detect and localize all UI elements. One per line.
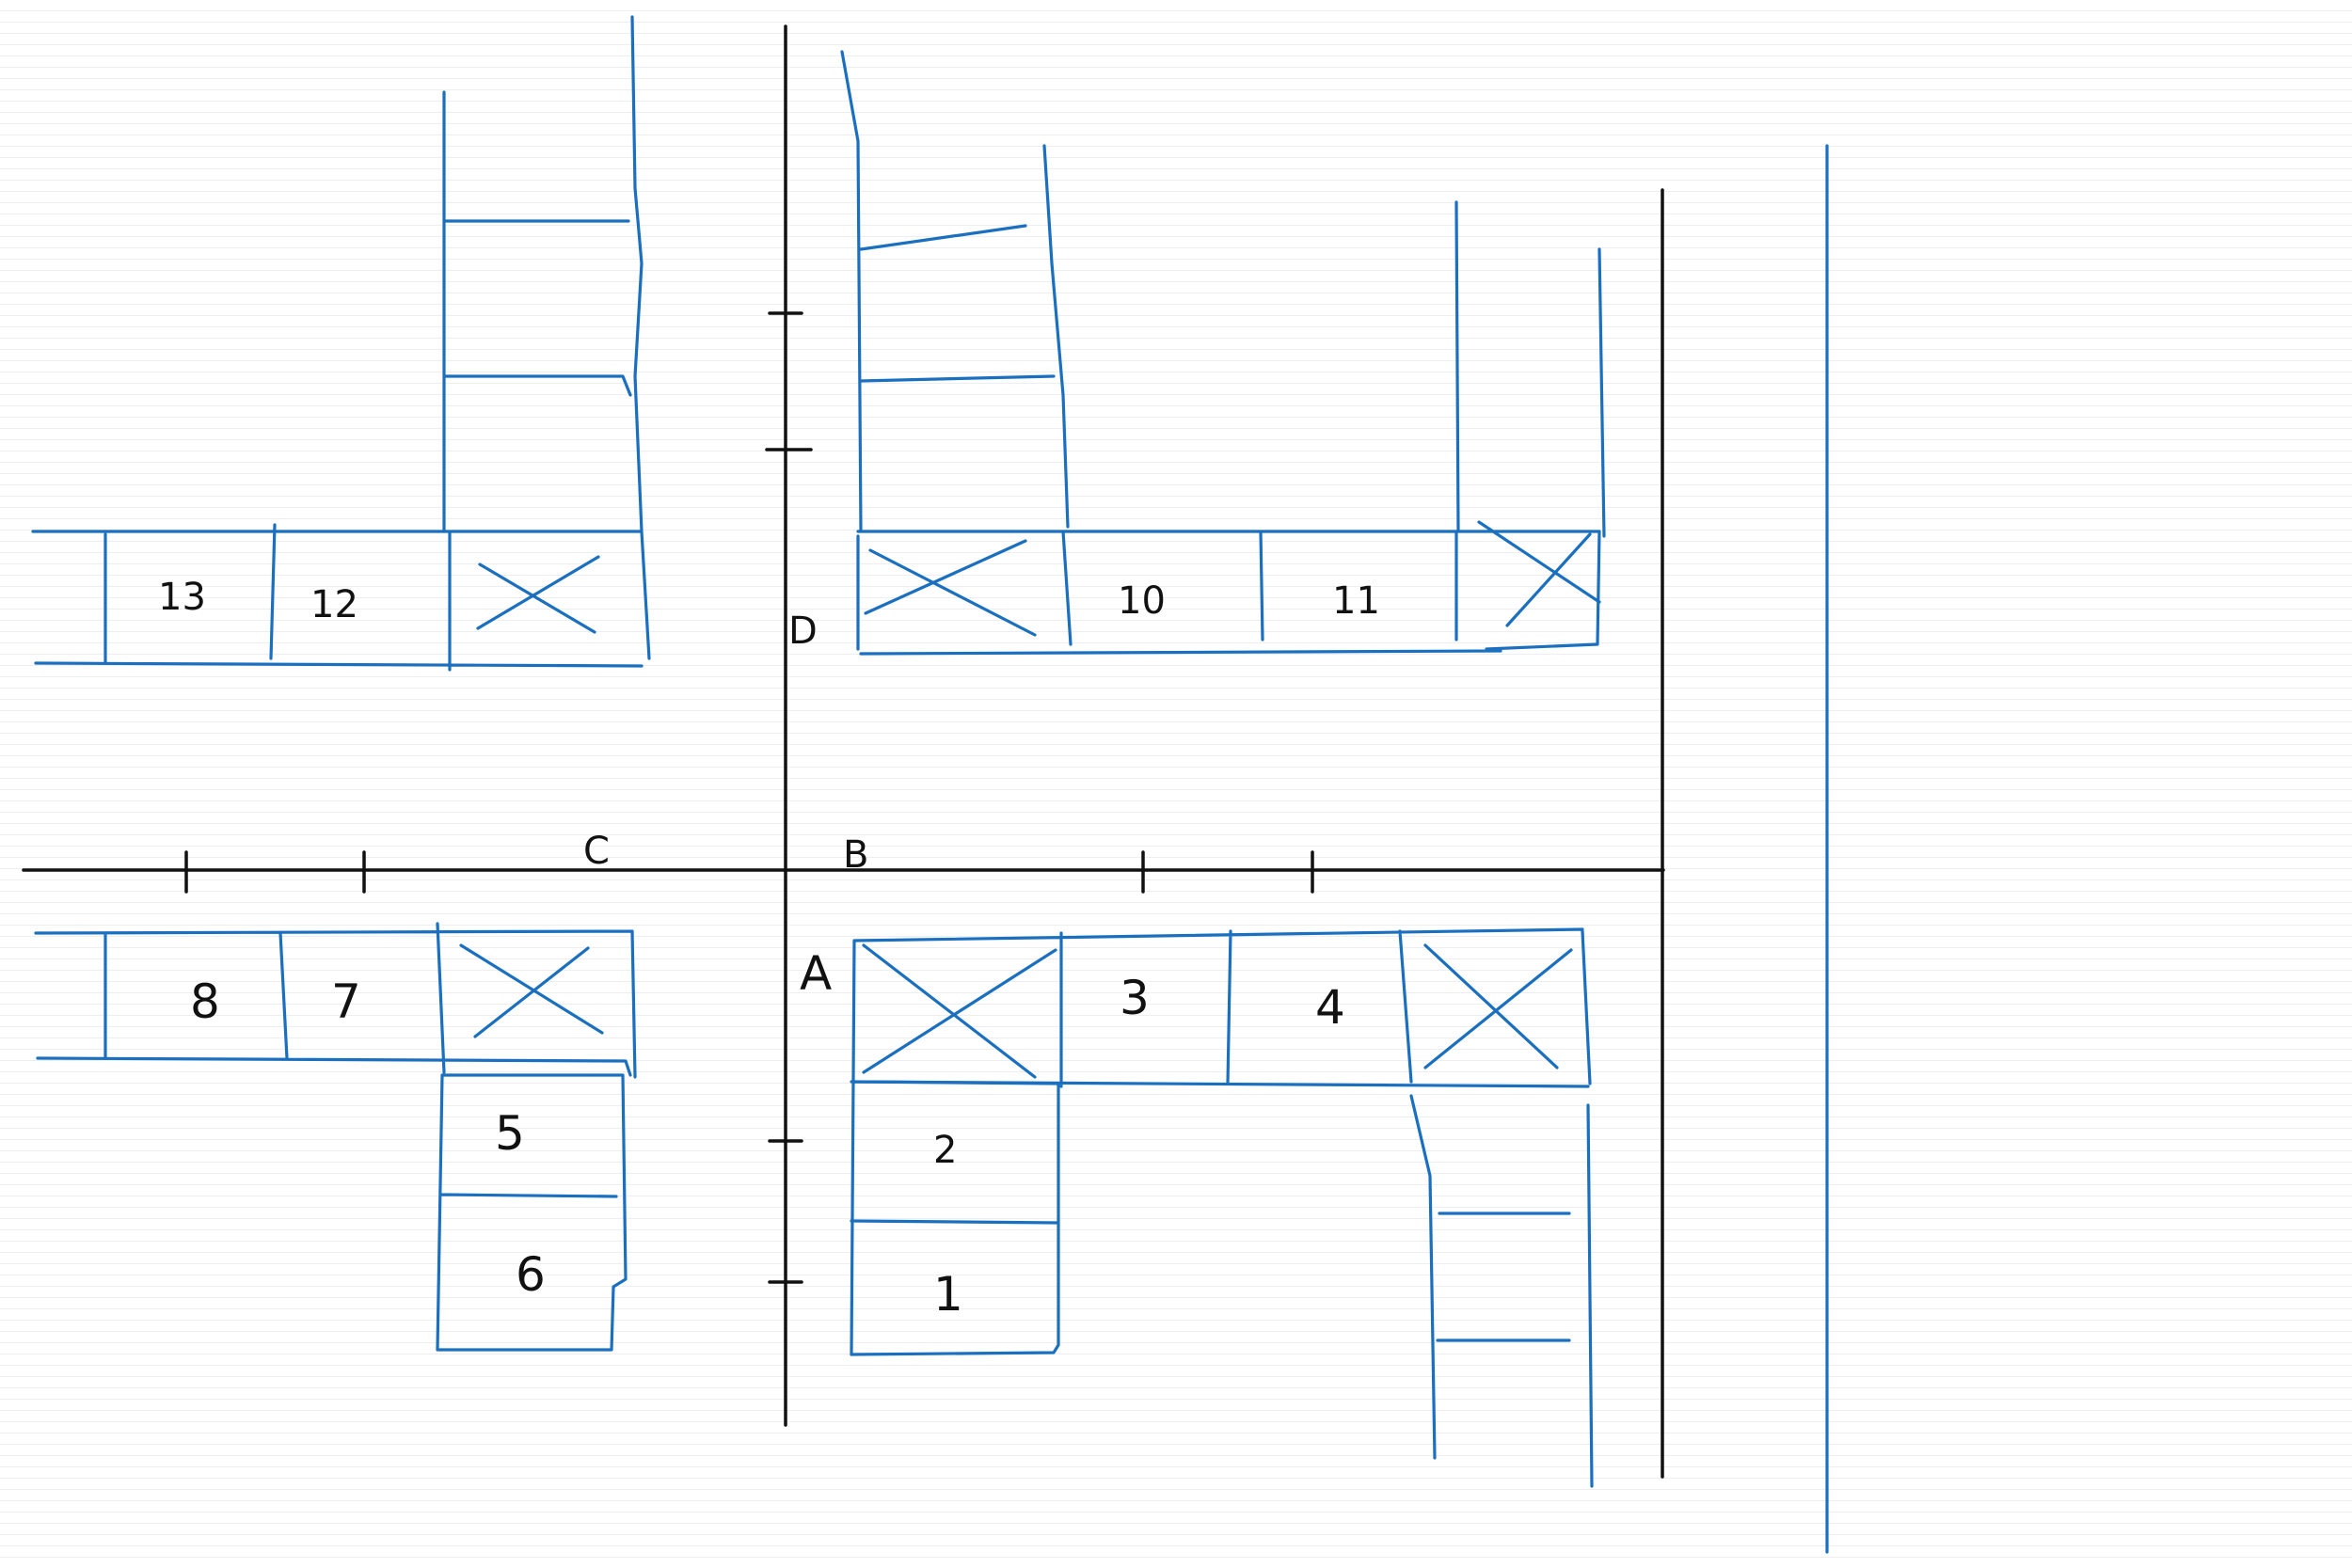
cell-2-label: 2 [933, 1129, 957, 1172]
row-a-3-4-outline [850, 927, 1592, 1356]
cell-7-label: 7 [331, 974, 361, 1029]
crossed-cell-left [459, 943, 604, 1038]
crossed-cell-top-right [1477, 520, 1601, 627]
quadrant-top-left: 13 12 [31, 15, 651, 672]
cell-12-label: 12 [310, 583, 358, 626]
cell-6-label: 6 [516, 1247, 546, 1302]
axes [22, 24, 1665, 1479]
vertical-lane-top-right-a [840, 50, 1070, 533]
cell-8-label: 8 [190, 974, 220, 1029]
row-13-12-outline [31, 523, 651, 672]
vertical-lane-top-left [442, 15, 644, 533]
column-5-6-outline [436, 1073, 628, 1352]
row-10-11-outline [856, 530, 1601, 656]
row-8-7-outline [34, 922, 637, 1079]
crossed-cell-d [864, 539, 1037, 637]
quadrant-bottom-right: 3 4 2 1 [850, 927, 1594, 1488]
axis-label-c: C [583, 830, 610, 873]
axis-label-b: B [843, 833, 868, 877]
cell-13-label: 13 [158, 576, 206, 619]
vertical-lane-right [1409, 1094, 1594, 1488]
axis-label-d: D [788, 610, 818, 653]
cell-1-label: 1 [933, 1267, 963, 1322]
vertical-lane-top-right-b [1454, 200, 1606, 538]
crossed-cell-a [862, 943, 1057, 1079]
quadrant-top-right: 10 11 [840, 50, 1606, 656]
cell-3-label: 3 [1120, 971, 1150, 1025]
cell-4-label: 4 [1315, 980, 1345, 1035]
crossed-cell-top-left [476, 555, 600, 634]
crossed-cell-right [1423, 943, 1573, 1069]
cell-10-label: 10 [1118, 579, 1166, 623]
axis-label-a: A [800, 946, 832, 1001]
cell-5-label: 5 [495, 1106, 525, 1161]
cell-11-label: 11 [1332, 579, 1380, 623]
column-2-1-outline [850, 1080, 1060, 1356]
quadrant-bottom-left: 8 7 5 6 [34, 922, 637, 1352]
